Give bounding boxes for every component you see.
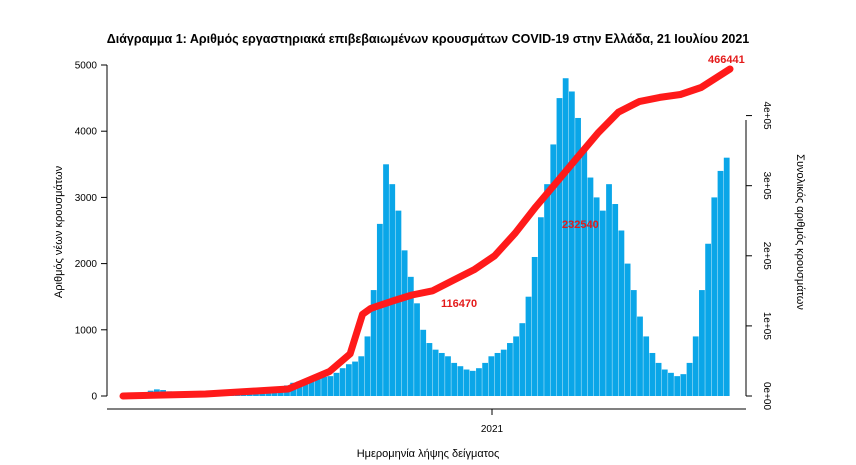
- bar-52: [445, 356, 451, 396]
- bar-65: [525, 296, 532, 396]
- bar-92: [692, 336, 699, 396]
- bar-24: [271, 392, 278, 396]
- bar-47: [414, 303, 420, 396]
- x-axis-label: Ημερομηνία λήψης δείγματος: [357, 448, 500, 460]
- bar-80: [618, 230, 625, 396]
- annotation-second: 232540: [562, 219, 599, 231]
- bar-78: [606, 184, 612, 396]
- bar-38: [358, 356, 365, 396]
- bar-64: [519, 323, 526, 396]
- bar-63: [513, 336, 520, 396]
- annotation-final: 466441: [708, 54, 745, 66]
- bar-87: [661, 369, 668, 396]
- bar-43: [389, 184, 396, 396]
- bar-30: [308, 377, 315, 396]
- bar-51: [438, 352, 445, 396]
- bar-71: [562, 78, 569, 397]
- bar-95: [711, 197, 718, 396]
- bar-73: [575, 117, 581, 397]
- y2-axis-label: Συνολικός αριθμός κρουσμάτων: [794, 154, 806, 310]
- bar-89: [674, 376, 681, 396]
- y-tick-label-right-0: 0e+00: [761, 382, 772, 411]
- y-tick-label-left-0: 0: [91, 392, 97, 403]
- bar-93: [699, 290, 705, 396]
- bar-45: [401, 250, 408, 396]
- bar-32: [321, 376, 327, 396]
- bar-90: [680, 374, 687, 396]
- cumulative-line-layer: [119, 65, 734, 400]
- bar-84: [643, 336, 650, 396]
- bar-48: [420, 329, 427, 396]
- bar-37: [352, 361, 358, 396]
- bar-49: [426, 343, 433, 396]
- bar-96: [717, 170, 724, 396]
- bar-68: [544, 184, 550, 396]
- bar-54: [457, 366, 464, 396]
- bar-75: [587, 177, 594, 396]
- bar-57: [476, 368, 482, 396]
- y-ticks-right: 0e+00 1e+05 2e+05 3e+05 4e+05: [746, 102, 772, 411]
- y-tick-label-left-5: 5000: [75, 61, 98, 72]
- y-tick-label-left-4: 4000: [75, 127, 98, 138]
- bar-22: [259, 393, 266, 396]
- bar-58: [482, 362, 489, 396]
- bar-97: [723, 157, 730, 396]
- bar-42: [383, 164, 389, 396]
- bar-35: [339, 368, 346, 396]
- bars-layer: [123, 78, 730, 397]
- bar-36: [345, 364, 352, 396]
- y-ticks-left: 0 1000 2000 3000 4000 5000: [75, 61, 107, 403]
- chart-title: Διάγραμμα 1: Αριθμός εργαστηριακά επιβεβ…: [107, 32, 750, 46]
- bar-83: [637, 316, 643, 396]
- bar-46: [407, 276, 414, 396]
- bar-91: [686, 362, 693, 396]
- y-tick-label-left-3: 3000: [75, 193, 98, 204]
- bar-39: [364, 336, 371, 396]
- bar-31: [315, 376, 321, 396]
- bar-33: [327, 376, 334, 396]
- bar-40: [370, 290, 377, 396]
- bar-50: [432, 349, 439, 396]
- bar-60: [494, 352, 501, 396]
- bar-56: [469, 370, 476, 396]
- bar-34: [333, 372, 340, 396]
- bar-74: [581, 151, 588, 396]
- y-tick-label-right-4: 4e+05: [761, 102, 772, 131]
- bar-21: [253, 393, 259, 396]
- y-tick-label-right-3: 3e+05: [761, 172, 772, 201]
- bar-53: [451, 362, 458, 396]
- bar-23: [265, 393, 272, 396]
- bar-94: [705, 243, 712, 396]
- bar-69: [550, 144, 557, 396]
- bar-81: [624, 263, 631, 396]
- bar-67: [537, 217, 544, 396]
- bar-82: [630, 290, 637, 396]
- bar-59: [488, 356, 495, 396]
- annotation-mid: 116470: [441, 298, 477, 310]
- bar-70: [556, 98, 563, 396]
- bar-85: [649, 352, 656, 396]
- bar-86: [655, 362, 662, 396]
- y-axis-label: Αριθμός νέων κρουσμάτων: [53, 165, 65, 298]
- bar-41: [376, 223, 383, 396]
- y-tick-label-right-1: 1e+05: [761, 312, 772, 341]
- y-tick-label-left-2: 2000: [75, 259, 98, 270]
- y-tick-label-right-2: 2e+05: [761, 242, 772, 271]
- bar-77: [599, 210, 606, 396]
- bar-28: [296, 381, 303, 396]
- bar-29: [302, 379, 309, 396]
- bar-76: [593, 197, 600, 396]
- cumulative-line: [119, 65, 734, 400]
- bar-66: [531, 256, 538, 396]
- bar-55: [463, 369, 470, 396]
- x-tick-label-2021: 2021: [481, 424, 504, 435]
- bar-79: [612, 204, 619, 396]
- bar-62: [507, 343, 513, 396]
- bar-88: [668, 372, 674, 396]
- bar-72: [568, 91, 575, 396]
- bar-44: [395, 210, 402, 396]
- bar-61: [500, 349, 507, 396]
- y-tick-label-left-1: 1000: [75, 325, 98, 336]
